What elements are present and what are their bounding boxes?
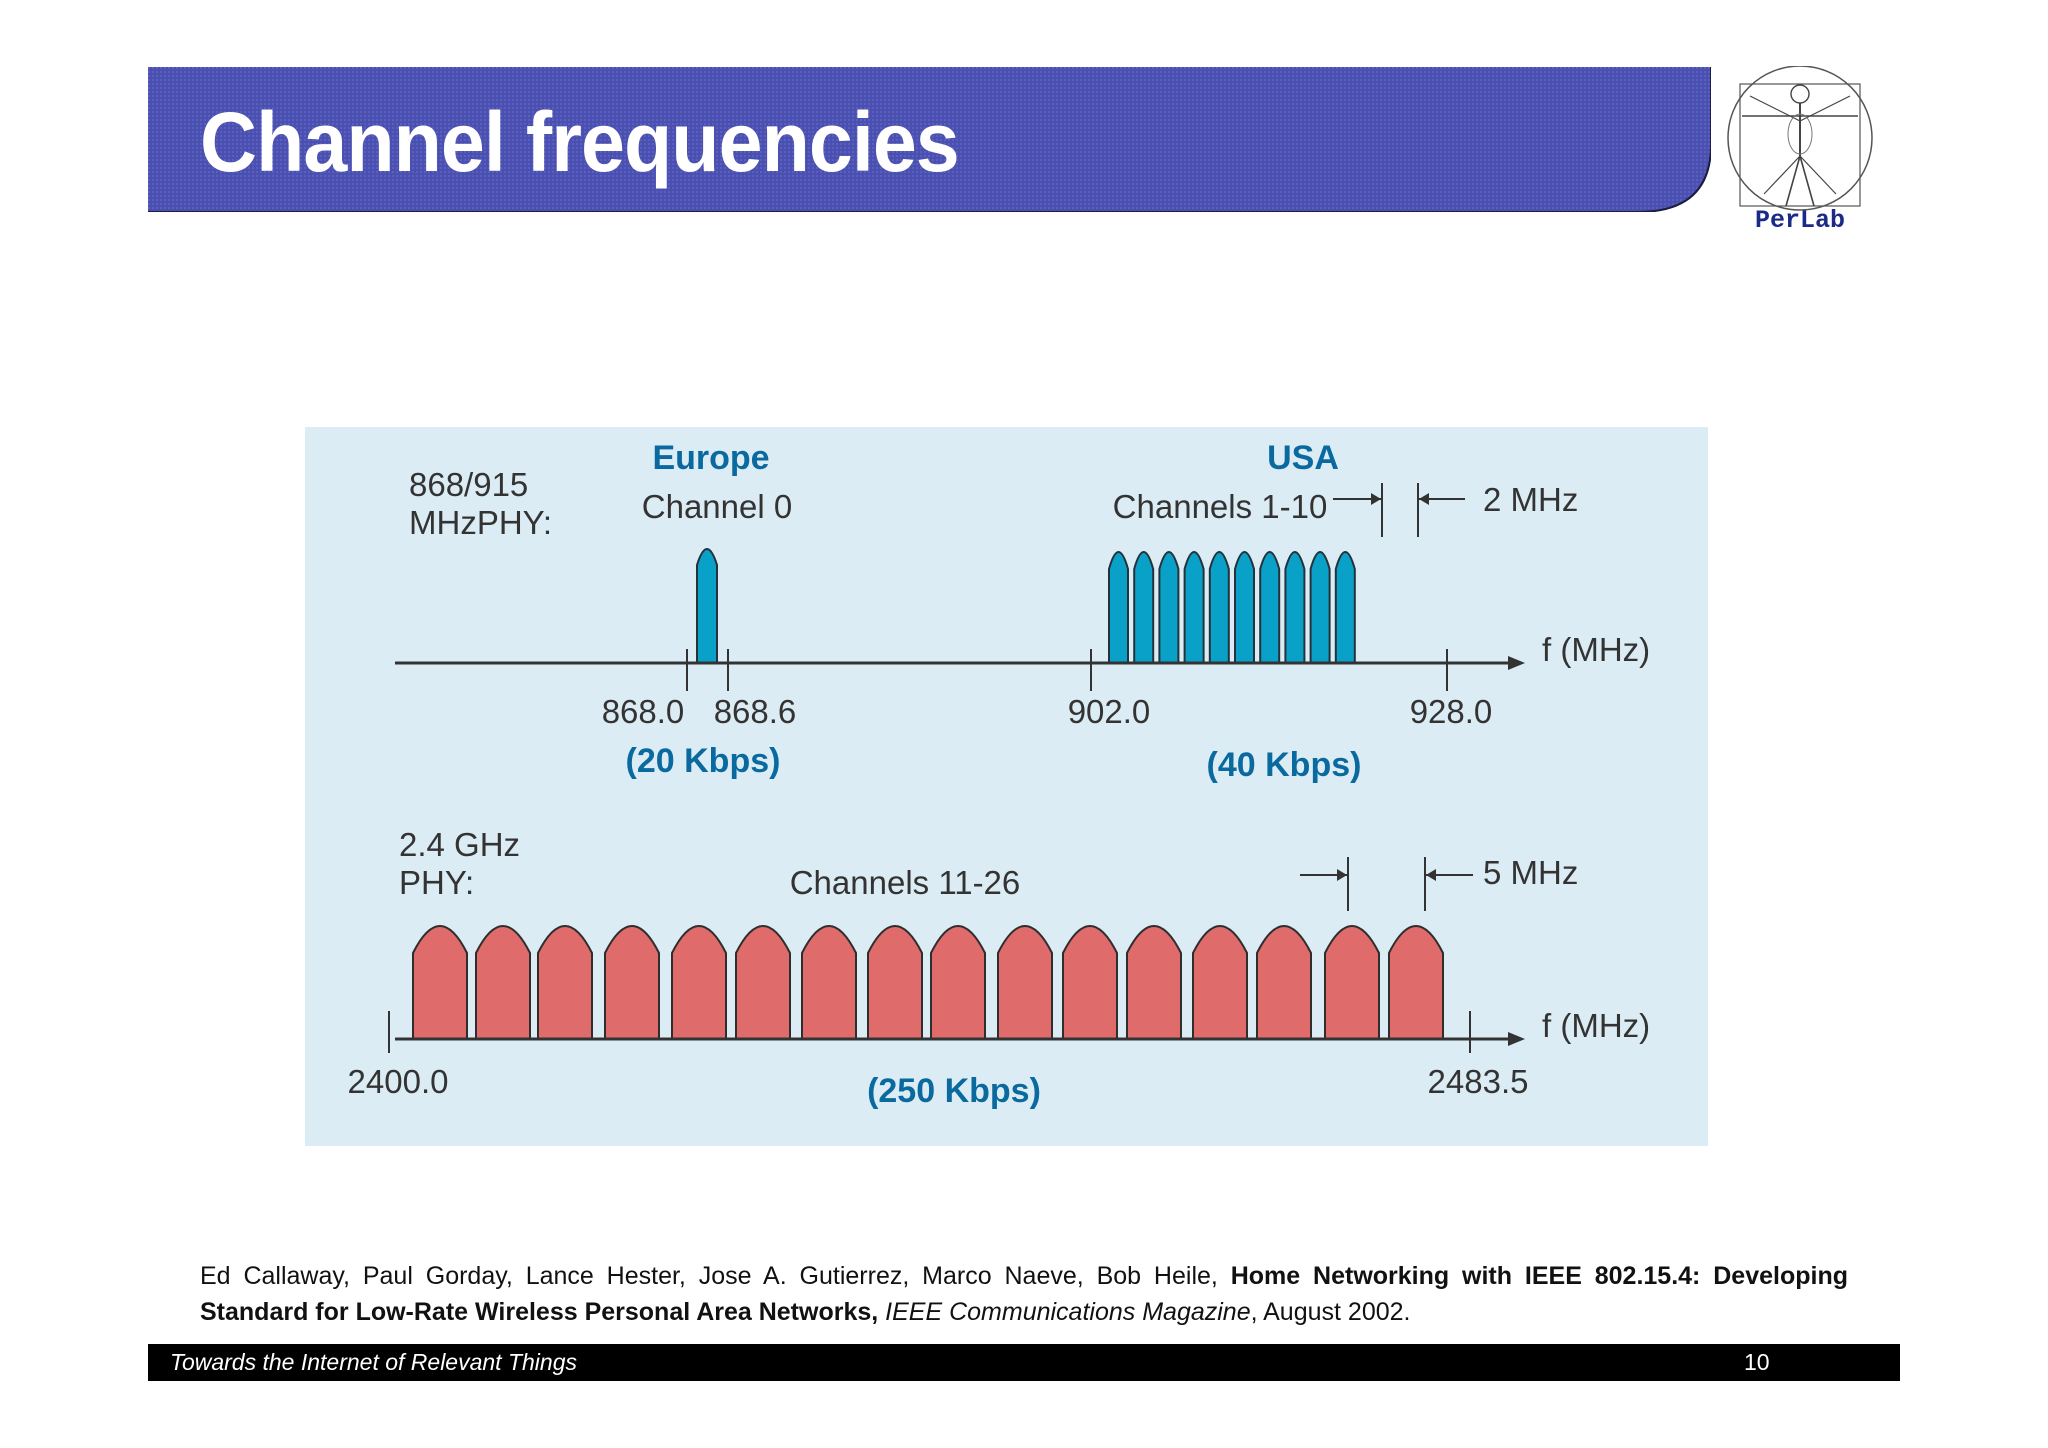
ghz-channel-13-pulse xyxy=(537,925,593,1040)
europe-region-label: Europe xyxy=(652,439,769,477)
ghz-channel-25-pulse xyxy=(1324,925,1380,1040)
ghz-channel-22-pulse xyxy=(1126,925,1182,1040)
channel-frequency-diagram: 868/915 MHzPHY: Europe Channel 0 USA Cha… xyxy=(305,427,1708,1146)
tick-label-928-0: 928.0 xyxy=(1410,693,1493,730)
channel-0-pulse xyxy=(696,548,718,664)
usa-channel-label: Channels 1-10 xyxy=(1113,488,1328,525)
ghz-channel-11-pulse xyxy=(412,925,468,1040)
ghz-spacing-marker xyxy=(1300,857,1473,911)
ghz-channel-15-pulse xyxy=(671,925,727,1040)
citation-authors: Ed Callaway, Paul Gorday, Lance Hester, … xyxy=(200,1262,1231,1290)
ghz-channel-16-pulse xyxy=(735,925,791,1040)
logo-text: PerLab xyxy=(1754,206,1845,235)
tick-label-868-0: 868.0 xyxy=(602,693,685,730)
ghz-channel-24-pulse xyxy=(1256,925,1312,1040)
bottom-phy-label-line2: PHY: xyxy=(399,864,474,901)
footer-bar: Towards the Internet of Relevant Things … xyxy=(148,1344,1900,1381)
bottom-axis-label: f (MHz) xyxy=(1542,1007,1650,1044)
ghz-channel-26-pulse xyxy=(1388,925,1444,1040)
perlab-logo: PerLab xyxy=(1720,65,1880,244)
vitruvian-man-icon xyxy=(1727,65,1873,211)
ghz-channel-17-pulse xyxy=(801,925,857,1040)
usa-channel-1-pulse xyxy=(1108,551,1129,664)
top-axis-label: f (MHz) xyxy=(1542,631,1650,668)
usa-channel-10-pulse xyxy=(1334,551,1356,664)
usa-channel-5-pulse xyxy=(1208,551,1230,664)
bottom-phy-label-line1: 2.4 GHz xyxy=(399,826,520,863)
tick-label-2400-0: 2400.0 xyxy=(348,1063,449,1100)
europe-channel-label: Channel 0 xyxy=(642,488,792,525)
ghz-channel-label: Channels 11-26 xyxy=(790,864,1021,901)
top-phy-label-line2: MHzPHY: xyxy=(409,504,552,541)
ghz-channel-18-pulse xyxy=(867,925,923,1040)
title-banner: Channel frequencies xyxy=(148,67,1711,212)
usa-rate-label: (40 Kbps) xyxy=(1207,746,1362,784)
usa-region-label: USA xyxy=(1267,439,1339,477)
ghz-channel-12-pulse xyxy=(475,925,531,1040)
usa-channels xyxy=(1108,551,1356,664)
page-number: 10 xyxy=(1744,1349,1770,1375)
top-axis-arrow xyxy=(1508,656,1525,670)
top-phy-label-line1: 868/915 xyxy=(409,466,528,503)
tick-label-902-0: 902.0 xyxy=(1068,693,1151,730)
ghz-spacing-label: 5 MHz xyxy=(1483,854,1578,891)
usa-spacing-marker xyxy=(1333,483,1465,537)
usa-channel-7-pulse xyxy=(1259,551,1281,664)
citation-date: , August 2002. xyxy=(1250,1298,1411,1326)
usa-spacing-label: 2 MHz xyxy=(1483,481,1578,518)
usa-channel-9-pulse xyxy=(1309,551,1331,664)
tick-label-868-6: 868.6 xyxy=(714,693,797,730)
citation-journal: IEEE Communications Magazine xyxy=(885,1298,1251,1326)
bottom-axis-arrow xyxy=(1508,1032,1525,1046)
usa-channel-2-pulse xyxy=(1133,551,1155,664)
usa-channel-3-pulse xyxy=(1158,551,1180,664)
title-banner-shape xyxy=(148,67,1711,212)
tick-label-2483-5: 2483.5 xyxy=(1428,1063,1529,1100)
ghz-channel-21-pulse xyxy=(1062,925,1118,1040)
ghz-channel-14-pulse xyxy=(604,925,660,1040)
usa-channel-6-pulse xyxy=(1234,551,1255,664)
citation: Ed Callaway, Paul Gorday, Lance Hester, … xyxy=(200,1258,1848,1330)
ghz-rate-label: (250 Kbps) xyxy=(867,1072,1041,1110)
slide-title: Channel frequencies xyxy=(200,95,960,189)
usa-channel-4-pulse xyxy=(1183,551,1205,664)
ghz-channel-23-pulse xyxy=(1192,925,1248,1040)
ghz-channel-20-pulse xyxy=(997,925,1053,1040)
europe-rate-label: (20 Kbps) xyxy=(626,742,781,780)
citation-title: Home Networking with IEEE 802.15.4: Deve… xyxy=(200,1262,1848,1326)
footer-tagline: Towards the Internet of Relevant Things xyxy=(170,1349,577,1375)
ghz-channels xyxy=(412,925,1444,1040)
ghz-channel-19-pulse xyxy=(930,925,986,1040)
usa-channel-8-pulse xyxy=(1284,551,1306,664)
